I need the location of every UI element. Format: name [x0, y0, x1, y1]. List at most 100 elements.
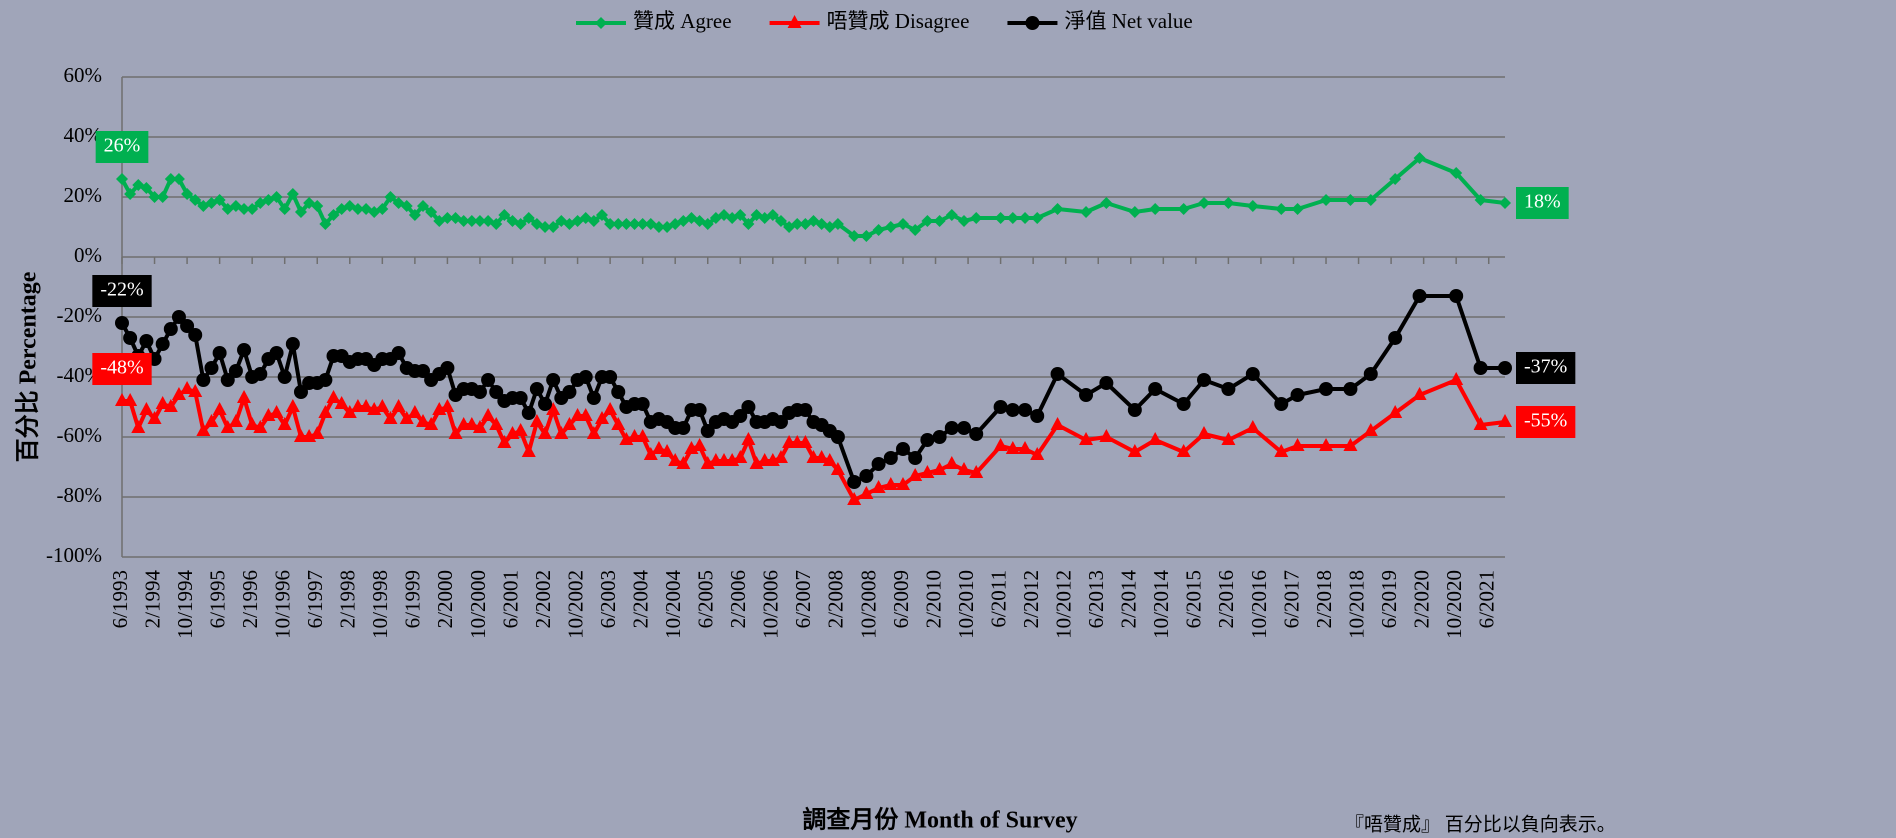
marker [660, 444, 675, 457]
marker [278, 203, 291, 215]
marker [155, 396, 170, 409]
data-label-box [1516, 406, 1576, 438]
marker [457, 215, 470, 227]
marker [546, 402, 561, 415]
marker [1050, 367, 1065, 381]
marker [286, 188, 299, 200]
marker [1319, 382, 1334, 396]
marker [1474, 194, 1487, 206]
marker [944, 421, 959, 435]
marker [481, 373, 496, 387]
x-tick-label: 2/1994 [140, 570, 164, 629]
marker [155, 337, 170, 351]
x-tick-label: 2/2006 [726, 570, 750, 628]
marker [407, 405, 422, 418]
marker [269, 405, 284, 418]
legend-item: 淨值 Net value [1007, 9, 1193, 33]
marker [285, 399, 300, 412]
marker [872, 224, 885, 236]
marker [1099, 429, 1114, 442]
marker [416, 414, 431, 427]
x-tick-label: 2/2018 [1312, 570, 1336, 628]
marker [1245, 367, 1260, 381]
x-tick-label: 2/1996 [238, 570, 262, 628]
marker [448, 426, 463, 439]
marker [327, 209, 340, 221]
data-label: -37% [1516, 352, 1576, 384]
marker [521, 406, 536, 420]
marker [969, 465, 984, 478]
x-tick-label: 10/2018 [1344, 570, 1368, 639]
marker [578, 408, 593, 421]
marker [1388, 405, 1403, 418]
marker [701, 218, 714, 230]
y-tick-label: 60% [64, 63, 103, 87]
marker [498, 209, 511, 221]
marker [1245, 420, 1260, 433]
x-tick-label: 6/1999 [401, 570, 425, 628]
x-tick-label: 6/2019 [1377, 570, 1401, 628]
marker [538, 426, 553, 439]
marker [1275, 203, 1288, 215]
legend-label: 淨值 Net value [1064, 9, 1192, 33]
marker [473, 215, 486, 227]
data-label: 18% [1516, 187, 1569, 219]
marker [692, 438, 707, 451]
marker [228, 414, 243, 427]
marker [171, 387, 186, 400]
marker [562, 385, 577, 399]
marker [909, 224, 922, 236]
marker [1450, 167, 1463, 179]
x-tick-label: 2/2004 [628, 570, 652, 629]
marker [1148, 382, 1163, 396]
marker [497, 435, 512, 448]
marker [375, 399, 390, 412]
marker [148, 191, 161, 203]
marker [546, 373, 561, 387]
marker [318, 373, 333, 387]
marker [1176, 397, 1191, 411]
marker [522, 212, 535, 224]
marker [595, 17, 607, 29]
marker [1025, 16, 1040, 30]
marker [1148, 432, 1163, 445]
marker [1099, 376, 1114, 390]
marker [237, 343, 252, 357]
marker [342, 405, 357, 418]
marker [830, 430, 845, 444]
marker [1006, 212, 1019, 224]
marker [481, 408, 496, 421]
marker [1274, 444, 1289, 457]
marker [1274, 397, 1289, 411]
y-axis-title: 百分比 Percentage [15, 271, 42, 462]
x-tick-label: 10/2000 [466, 570, 490, 639]
marker [920, 465, 935, 478]
marker [1030, 447, 1045, 460]
marker [734, 209, 747, 221]
marker [246, 203, 259, 215]
marker [611, 385, 626, 399]
marker [1079, 388, 1094, 402]
marker [871, 480, 886, 493]
x-tick-label: 6/2011 [986, 570, 1010, 628]
marker [1343, 382, 1358, 396]
marker [326, 390, 341, 403]
marker [798, 403, 813, 417]
marker [932, 430, 947, 444]
marker [1080, 206, 1093, 218]
marker [884, 221, 897, 233]
legend-label: 贊成 Agree [633, 9, 732, 33]
marker [1344, 194, 1357, 206]
marker [391, 399, 406, 412]
marker [237, 390, 252, 403]
marker [204, 361, 219, 375]
marker [285, 337, 300, 351]
data-label: 26% [95, 131, 149, 163]
marker [253, 420, 268, 433]
x-tick-label: 6/1993 [108, 570, 132, 628]
marker [958, 215, 971, 227]
marker [163, 322, 178, 336]
marker [1176, 444, 1191, 457]
marker [604, 218, 617, 230]
